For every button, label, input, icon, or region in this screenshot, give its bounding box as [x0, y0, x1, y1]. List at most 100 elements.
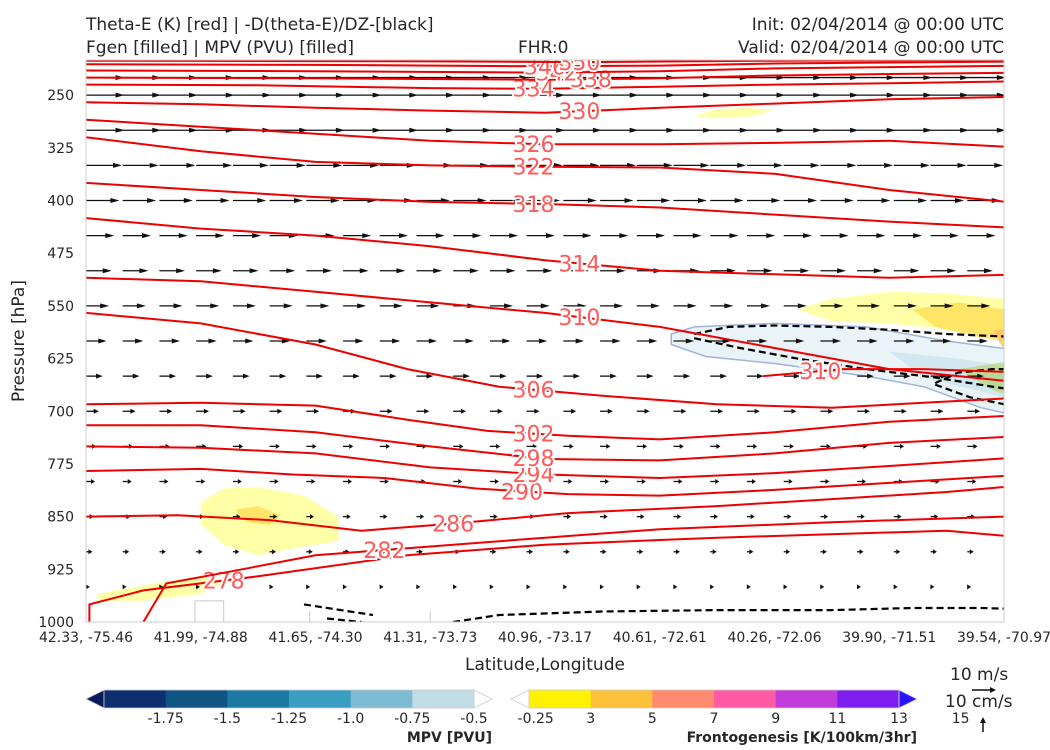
wind-arrow-head	[286, 268, 296, 274]
wind-arrow-head	[791, 408, 797, 414]
y-tick-label: 250	[47, 88, 74, 104]
colorbar-extend-right	[898, 689, 918, 709]
wind-arrow-head	[886, 92, 896, 98]
colorbar-mpv-label: MPV [PVU]	[407, 730, 492, 746]
wind-arrow-head	[797, 303, 807, 309]
theta-e-label: 334	[513, 78, 555, 103]
wind-arrow-head	[761, 303, 771, 309]
wind-arrow-head	[616, 268, 626, 274]
theta-e-label: 310	[799, 360, 841, 385]
colorbar-tick-label: 11	[828, 711, 846, 727]
wind-arrow-head	[86, 584, 90, 590]
colorbar-tick-label: -1.5	[214, 711, 241, 727]
dthetae-dz-contours	[303, 324, 1004, 622]
x-axis-ticks: 42.33, -75.46 41.99, -74.88 41.65, -74.30 4…	[39, 630, 1050, 646]
wind-arrow-head	[1008, 514, 1012, 519]
wind-arrow-head	[458, 479, 463, 484]
theta-e-contour	[86, 276, 1004, 382]
wind-arrow-head	[115, 127, 125, 133]
y-tick-label: 475	[47, 246, 74, 262]
wind-arrow-head	[859, 549, 864, 555]
wind-arrow-head	[139, 268, 149, 274]
wind-arrow-head	[504, 303, 514, 309]
colorbar-tick-label: -1.0	[337, 711, 364, 727]
wind-arrow-head	[973, 443, 978, 449]
wind-arrow-head	[262, 92, 272, 98]
wind-arrow-head	[272, 549, 277, 555]
wind-arrow-head	[383, 514, 388, 520]
wind-arrow-head	[881, 198, 891, 203]
wind-arrow-head	[308, 549, 313, 555]
colorbar-tick-label: 7	[710, 711, 719, 727]
theta-e-contour	[86, 95, 1004, 114]
wind-arrow-head	[636, 584, 641, 590]
wind-arrow-head	[312, 443, 317, 449]
wind-arrow-head	[496, 443, 501, 449]
wind-arrow-head	[372, 92, 382, 98]
wind-arrow-head	[587, 198, 597, 203]
wind-arrow-head	[717, 408, 724, 414]
wind-arrow-head	[820, 584, 825, 590]
y-tick-label: 1000	[38, 615, 74, 631]
y-tick-label: 325	[47, 141, 74, 157]
wind-arrow-head	[697, 198, 707, 203]
wind-arrow-head	[463, 373, 470, 379]
wind-arrow-head	[353, 373, 360, 379]
wind-arrow-head	[494, 479, 499, 484]
wind-arrow-head	[641, 479, 646, 484]
wind-arrow-head	[847, 162, 857, 168]
y-tick-label: 925	[47, 562, 74, 578]
wind-arrow-head	[348, 479, 353, 484]
colorbar-swatch	[714, 690, 777, 708]
wind-arrow-head	[824, 514, 829, 520]
wind-arrow-head	[201, 479, 206, 484]
wind-arrow-head	[372, 127, 382, 133]
wind-arrow-head	[130, 408, 136, 414]
wind-arrow-head	[849, 92, 859, 98]
wind-arrow-head	[1014, 374, 1021, 379]
wind-arrow-head	[739, 92, 749, 98]
wind-arrow-head	[800, 268, 810, 274]
theta-e-label: 318	[513, 193, 555, 218]
wind-arrow-head	[700, 162, 710, 168]
wind-arrow-head	[335, 92, 345, 98]
wind-arrow-head	[98, 338, 107, 344]
wind-arrow-head	[932, 549, 937, 555]
wind-arrow-head	[519, 92, 529, 98]
wind-arrow-head	[526, 584, 531, 590]
wind-arrow-head	[225, 92, 235, 98]
y-tick-label: 775	[47, 457, 74, 473]
wind-arrow-head	[900, 443, 905, 449]
wind-arrow-head	[164, 479, 169, 484]
wind-arrow-head	[876, 233, 886, 239]
wind-arrow-head	[644, 408, 650, 414]
y-tick-label: 550	[47, 299, 74, 315]
wind-arrow-head	[188, 92, 198, 98]
x-tick-label: 41.99, -74.88	[154, 630, 248, 646]
wind-arrow-head	[110, 198, 120, 203]
wind-arrow-head	[996, 127, 1004, 133]
wind-arrow-head	[502, 338, 511, 344]
wind-arrow-head	[860, 514, 865, 520]
wind-arrow-head	[773, 162, 783, 168]
wind-arrow-head	[299, 92, 309, 98]
frontogenesis-fill	[97, 107, 1004, 601]
colorbar-tick-label: -1.75	[148, 711, 184, 727]
wind-arrow-head	[152, 127, 162, 133]
wind-arrow-head	[802, 233, 812, 239]
wind-arrow-head	[832, 338, 841, 344]
wind-arrow-head	[259, 162, 269, 168]
ref-vector-horizontal-head	[990, 687, 996, 693]
wind-arrow-head	[893, 584, 898, 590]
theta-e-label: 286	[432, 513, 474, 538]
x-tick-label: 40.96, -73.17	[498, 630, 592, 646]
colorbar-fgen-label: Frontogenesis [K/100km/3hr]	[687, 730, 917, 746]
wind-arrow-head	[239, 443, 244, 449]
dthetae-contour	[303, 603, 374, 617]
colorbar-tick-label: -0.5	[460, 711, 487, 727]
wind-arrow-head	[592, 127, 602, 133]
theta-e-label: 294	[513, 463, 555, 488]
colorbar-tick-label: 3	[586, 711, 595, 727]
wind-arrow-head	[115, 92, 125, 98]
wind-arrow-head	[446, 127, 456, 133]
